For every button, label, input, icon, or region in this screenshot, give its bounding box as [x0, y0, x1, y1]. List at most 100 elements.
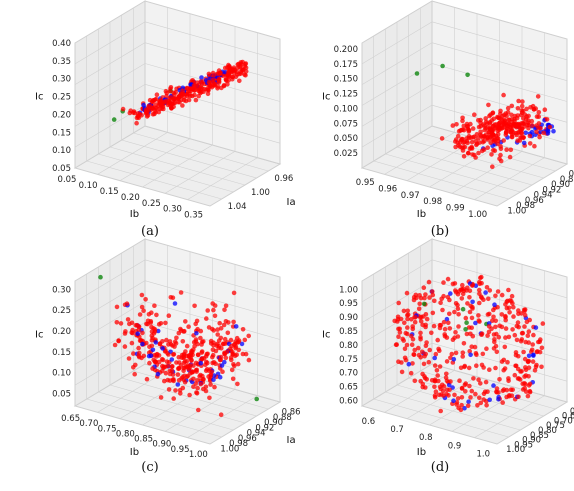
- red-point: [489, 152, 494, 157]
- red-point: [191, 377, 196, 382]
- blue-point: [170, 357, 175, 362]
- red-point: [479, 124, 484, 129]
- red-point: [198, 336, 203, 341]
- red-point: [146, 113, 151, 118]
- red-point: [162, 379, 167, 384]
- red-point: [454, 290, 459, 295]
- red-point: [501, 138, 506, 143]
- red-point: [409, 317, 414, 322]
- red-point: [501, 93, 506, 98]
- red-point: [225, 65, 230, 70]
- red-point: [166, 364, 171, 369]
- blue-point: [527, 354, 532, 359]
- red-point: [456, 312, 461, 317]
- red-point: [470, 283, 475, 288]
- red-point: [121, 107, 126, 112]
- red-point: [191, 363, 196, 368]
- red-point: [166, 352, 171, 357]
- red-point: [241, 352, 246, 357]
- ib-tick-label: 0.65: [61, 414, 80, 424]
- red-point: [487, 367, 492, 372]
- red-point: [468, 289, 473, 294]
- red-point: [543, 107, 548, 112]
- red-point: [493, 319, 498, 324]
- red-point: [517, 376, 522, 381]
- red-point: [160, 339, 165, 344]
- ic-tick-label: 0.05: [52, 164, 71, 174]
- red-point: [500, 400, 505, 405]
- red-point: [440, 136, 445, 141]
- red-point: [528, 134, 533, 139]
- red-point: [527, 329, 532, 334]
- red-point: [161, 366, 166, 371]
- red-point: [465, 124, 470, 129]
- ib-tick-label: 0.05: [58, 175, 77, 185]
- red-point: [442, 332, 447, 337]
- red-point: [461, 287, 466, 292]
- red-point: [526, 359, 531, 364]
- red-point: [521, 136, 526, 141]
- ic-tick-label: 0.90: [339, 313, 358, 323]
- blue-point: [149, 353, 154, 358]
- red-point: [194, 339, 199, 344]
- red-point: [195, 378, 200, 383]
- red-point: [487, 330, 492, 335]
- red-point: [409, 371, 414, 376]
- red-point: [520, 337, 525, 342]
- red-point: [531, 359, 536, 364]
- red-point: [502, 387, 507, 392]
- blue-point: [451, 398, 456, 403]
- red-point: [195, 386, 200, 391]
- red-point: [491, 308, 496, 313]
- blue-point: [432, 356, 437, 361]
- red-point: [154, 313, 159, 318]
- red-point: [396, 334, 401, 339]
- red-point: [396, 359, 401, 364]
- red-point: [526, 394, 531, 399]
- red-point: [397, 327, 402, 332]
- red-point: [454, 402, 459, 407]
- red-point: [401, 338, 406, 343]
- red-point: [470, 316, 475, 321]
- ib-tick-label: 0.98: [423, 197, 442, 207]
- red-point: [161, 107, 166, 112]
- red-point: [429, 331, 434, 336]
- green-point: [463, 327, 468, 332]
- ib-tick-label: 0.80: [116, 429, 135, 439]
- red-point: [413, 320, 418, 325]
- red-point: [221, 342, 226, 347]
- red-point: [504, 326, 509, 331]
- red-point: [425, 317, 430, 322]
- blue-point: [199, 361, 204, 366]
- red-point: [422, 374, 427, 379]
- ic-tick-label: 0.40: [52, 39, 71, 49]
- red-point: [179, 355, 184, 360]
- red-point: [199, 329, 204, 334]
- red-point: [419, 296, 424, 301]
- red-point: [488, 288, 493, 293]
- red-point: [471, 126, 476, 131]
- ib-tick-label: 0.85: [134, 435, 153, 445]
- red-point: [241, 68, 246, 73]
- red-point: [170, 343, 175, 348]
- ib-tick-label: 0.20: [121, 193, 140, 203]
- red-point: [125, 301, 130, 306]
- red-point: [211, 348, 216, 353]
- red-point: [136, 111, 141, 116]
- red-point: [417, 307, 422, 312]
- red-point: [454, 122, 459, 127]
- red-point: [485, 389, 490, 394]
- red-point: [404, 331, 409, 336]
- red-point: [446, 321, 451, 326]
- ic-tick-label: 0.70: [339, 369, 358, 379]
- red-point: [524, 373, 529, 378]
- red-point: [179, 376, 184, 381]
- blue-point: [199, 75, 204, 80]
- red-point: [537, 110, 542, 115]
- red-point: [463, 145, 468, 150]
- red-point: [211, 308, 216, 313]
- red-point: [170, 364, 175, 369]
- red-point: [452, 310, 457, 315]
- ic-tick-label: 0.35: [52, 57, 71, 67]
- red-point: [507, 335, 512, 340]
